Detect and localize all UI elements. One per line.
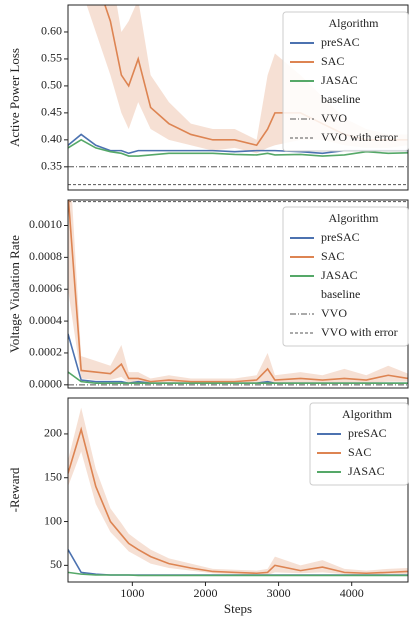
legend-title: Algorithm <box>329 211 380 225</box>
y-tick-label: 100 <box>44 513 62 527</box>
legend-label: VVO <box>321 306 347 320</box>
legend-label: preSAC <box>321 35 360 49</box>
plot-area <box>68 200 408 386</box>
y-tick-label: 0.40 <box>41 132 62 146</box>
legend-title: Algorithm <box>342 407 393 421</box>
y-tick-label: 0.0010 <box>29 217 62 231</box>
y-tick-label: 150 <box>44 469 62 483</box>
y-tick-label: 0.0000 <box>29 377 62 391</box>
y-tick-label: 0.55 <box>41 51 62 65</box>
confidence-band <box>68 200 408 384</box>
y-tick-label: 0.0004 <box>29 313 62 327</box>
legend-label: SAC <box>348 445 371 459</box>
y-tick-label: 200 <box>44 426 62 440</box>
y-axis-label: Active Power Loss <box>7 48 22 147</box>
series-line <box>68 426 408 575</box>
legend-label: VVO with error <box>321 325 398 339</box>
legend-label: preSAC <box>321 230 360 244</box>
y-tick-label: 0.60 <box>41 24 62 38</box>
x-tick-label: 3000 <box>267 586 291 600</box>
legend-label: VVO with error <box>321 130 398 144</box>
y-tick-label: 0.35 <box>41 159 62 173</box>
y-tick-label: 0.0008 <box>29 249 62 263</box>
x-tick-label: 2000 <box>193 586 217 600</box>
x-axis-label: Steps <box>224 601 252 616</box>
legend-label: JASAC <box>321 73 358 87</box>
legend-label: SAC <box>321 249 344 263</box>
x-tick-label: 4000 <box>340 586 364 600</box>
plot-frame <box>67 397 409 583</box>
series-line <box>68 571 408 577</box>
series-line <box>68 371 408 385</box>
legend-box <box>282 206 409 347</box>
y-tick-label: 0.0002 <box>29 345 62 359</box>
series-line <box>68 138 408 157</box>
legend-title: Algorithm <box>329 16 380 30</box>
plot-area <box>68 407 408 577</box>
legend-label: SAC <box>321 54 344 68</box>
legend-label: JASAC <box>321 268 358 282</box>
x-tick-label: 1000 <box>120 586 144 600</box>
legend-box <box>309 402 409 486</box>
series-line <box>68 200 408 383</box>
legend-subtitle: baseline <box>321 287 360 301</box>
legend-label: VVO <box>321 111 347 125</box>
y-tick-label: 50 <box>50 557 62 571</box>
y-tick-label: 0.45 <box>41 105 62 119</box>
legend-label: preSAC <box>348 426 387 440</box>
legend-box <box>282 11 409 152</box>
legend-subtitle: baseline <box>321 92 360 106</box>
y-axis-label: Voltage Violation Rate <box>7 235 22 353</box>
y-axis-label: -Reward <box>7 467 22 512</box>
legend-label: JASAC <box>348 464 385 478</box>
y-tick-label: 0.0006 <box>29 281 62 295</box>
y-tick-label: 0.50 <box>41 78 62 92</box>
series-line <box>68 133 408 155</box>
